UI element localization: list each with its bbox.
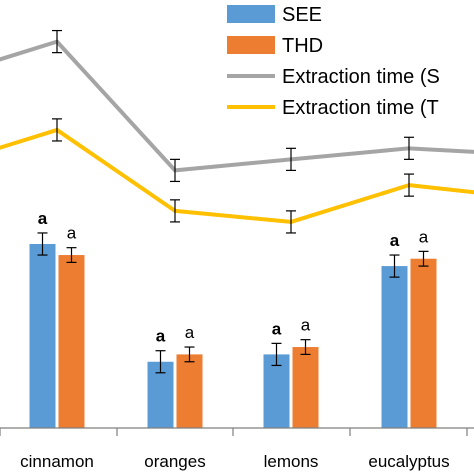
- line-series-1-path: [0, 39, 474, 173]
- legend-item-3: Extraction time (S: [227, 66, 440, 88]
- bar-series-1-significance-label-lemons: a: [272, 319, 282, 338]
- x-tick-label-lemons: lemons: [264, 452, 319, 471]
- line-series-2-error-cinnamon: [52, 118, 62, 142]
- line-series-1: [0, 29, 474, 183]
- bar-series-2: aa aa: [58, 224, 437, 428]
- bar-series-1-error-oranges: [155, 350, 166, 374]
- bar-series-2-significance-label-eucalyptus: a: [419, 227, 429, 246]
- line-series-1-error-eucalyptus: [404, 136, 414, 160]
- line-series-2-error-eucalyptus: [404, 173, 414, 197]
- bar-series-1-error-lemons: [271, 342, 282, 367]
- legend-item-3-label: Extraction time (S: [282, 66, 440, 88]
- bar-series-1-significance-label-eucalyptus: a: [390, 231, 400, 250]
- line-series-1-error-cinnamon: [52, 29, 62, 54]
- legend-item-1-swatch: [227, 5, 275, 23]
- bar-series-2-bar-lemons: [292, 347, 319, 428]
- line-series-2-error-lemons: [286, 210, 296, 234]
- x-tick-label-eucalyptus: eucalyptus: [368, 452, 449, 471]
- bar-series-1-bar-lemons: [263, 354, 290, 428]
- bar-series-1-bar-cinnamon: [29, 244, 56, 428]
- bar-series-1-bar-eucalyptus: [381, 266, 408, 428]
- bar-series-2-bar-eucalyptus: [410, 258, 437, 428]
- line-series-2: [0, 118, 474, 234]
- bar-series-2-bar-oranges: [176, 354, 203, 428]
- x-axis: cinnamon oranges lemons eucalyptus: [0, 427, 474, 471]
- legend-item-4-label: Extraction time (T: [282, 97, 439, 119]
- legend-item-4: Extraction time (T: [227, 97, 439, 119]
- line-series-2-path: [0, 127, 474, 224]
- line-series-1-error-oranges: [170, 158, 180, 183]
- legend-item-2-swatch: [227, 36, 275, 54]
- bar-series-1: aa aa: [29, 209, 408, 428]
- bar-series-2-significance-label-oranges: a: [185, 323, 195, 342]
- bar-series-2-significance-label-cinnamon: a: [67, 224, 77, 243]
- legend-item-2: THD: [227, 35, 323, 57]
- bar-series-2-error-cinnamon: [66, 247, 77, 263]
- line-series-2-error-oranges: [170, 199, 180, 223]
- bar-series-1-significance-label-cinnamon: a: [38, 209, 48, 228]
- bar-series-2-error-eucalyptus: [418, 250, 429, 267]
- bar-series-2-bar-cinnamon: [58, 255, 85, 428]
- x-tick-label-cinnamon: cinnamon: [20, 452, 94, 471]
- legend-item-1: SEE: [227, 4, 322, 26]
- bar-series-2-significance-label-lemons: a: [301, 316, 311, 335]
- x-tick-label-oranges: oranges: [144, 452, 205, 471]
- legend-item-1-label: SEE: [282, 4, 322, 26]
- legend: SEE THD Extraction time (S Extraction time …: [227, 4, 440, 119]
- bar-series-1-error-cinnamon: [37, 232, 48, 256]
- bar-series-2-error-lemons: [300, 339, 311, 355]
- bar-series-1-error-eucalyptus: [389, 254, 400, 278]
- line-series-layer: [0, 29, 474, 234]
- legend-item-2-label: THD: [282, 35, 323, 57]
- line-series-1-error-lemons: [286, 147, 296, 171]
- bar-series-1-significance-label-oranges: a: [156, 327, 166, 346]
- bar-series-2-error-oranges: [184, 346, 195, 363]
